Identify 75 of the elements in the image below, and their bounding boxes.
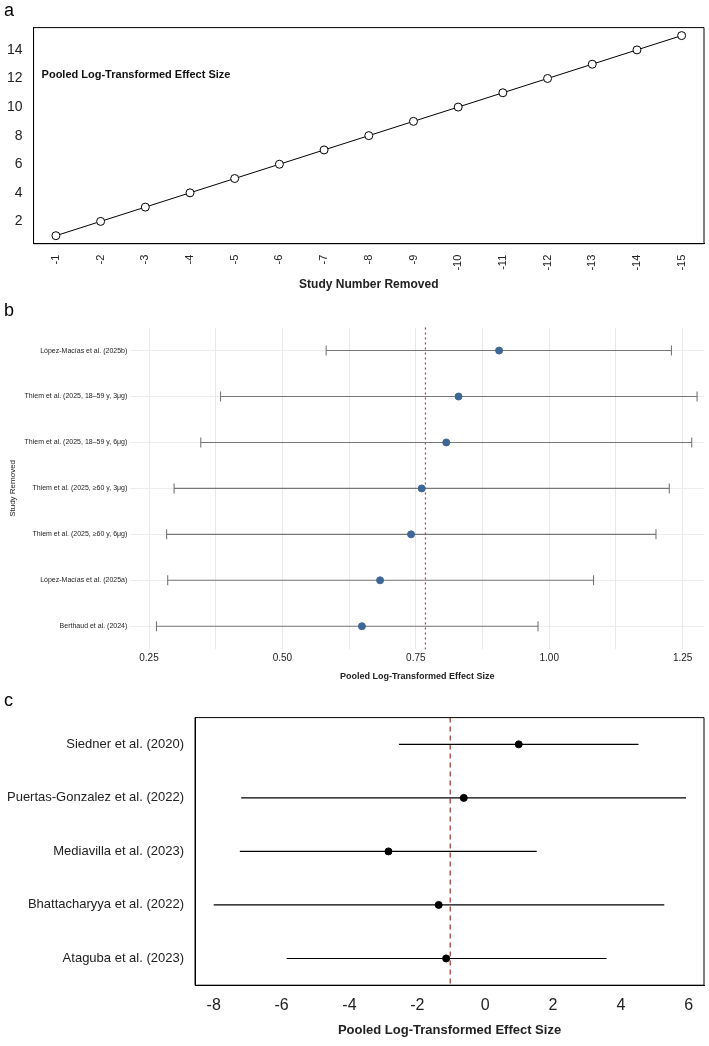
y-tick-label: 2 <box>14 212 23 229</box>
x-tick-label: 1.00 <box>539 651 560 663</box>
x-tick-label: 6 <box>684 996 694 1014</box>
x-tick-label: 4 <box>616 996 626 1014</box>
chart-title: a <box>4 0 15 20</box>
x-tick-label: -2 <box>93 254 106 265</box>
annotation: Pooled Log-Transformed Effect Size <box>41 68 231 81</box>
point <box>587 59 597 69</box>
x-axis-title: Pooled Log-Transformed Effect Size <box>339 671 495 682</box>
point <box>364 131 374 141</box>
point <box>677 31 687 41</box>
x-tick-label: -2 <box>410 996 425 1014</box>
y-tick-label: Siedner et al. (2020) <box>66 735 185 751</box>
x-tick-label: -3 <box>138 254 151 265</box>
point <box>51 231 61 241</box>
text: c <box>4 689 13 710</box>
x-tick-label: -7 <box>317 254 330 265</box>
point <box>417 484 426 493</box>
x-tick-label: -10 <box>451 254 464 271</box>
x-tick-label: 0.75 <box>406 651 426 663</box>
point <box>185 188 195 198</box>
point <box>442 438 451 447</box>
y-tick-label: 14 <box>6 40 23 57</box>
point <box>459 793 468 802</box>
x-tick-label: -5 <box>227 254 240 265</box>
y-tick-label: 4 <box>14 183 23 200</box>
point <box>407 530 416 539</box>
point <box>632 45 642 55</box>
y-tick-label: Mediavilla et al. (2023) <box>53 842 185 858</box>
y-tick-label: 10 <box>6 97 23 114</box>
x-tick-label: -4 <box>183 254 196 265</box>
point <box>514 740 523 749</box>
x-tick-label: 0.50 <box>272 651 293 663</box>
point <box>140 202 150 212</box>
x-tick-label: -1 <box>48 254 61 265</box>
point <box>274 159 284 169</box>
point <box>408 116 418 126</box>
x-tick-label: -14 <box>629 254 642 271</box>
point <box>319 145 329 155</box>
x-tick-label: -11 <box>495 254 508 270</box>
x-tick-label: 1.25 <box>672 651 693 663</box>
x-axis-title: Pooled Log-Transformed Effect Size <box>337 1021 562 1037</box>
point <box>543 73 553 83</box>
x-axis-title: Study Number Removed <box>299 277 439 292</box>
x-tick-label: 0 <box>480 996 490 1014</box>
x-tick-label: -12 <box>540 254 553 271</box>
point <box>454 392 463 401</box>
x-tick-label: -4 <box>342 996 357 1014</box>
point <box>230 174 240 184</box>
x-tick-label: -6 <box>272 254 285 265</box>
point <box>453 102 463 112</box>
chart-title: b <box>4 299 15 320</box>
point <box>498 88 508 98</box>
y-tick-label: 12 <box>6 69 23 86</box>
y-tick-label: Ataguba et al. (2023) <box>62 950 185 966</box>
y-tick-label: 6 <box>14 155 23 172</box>
y-tick-label: 8 <box>14 126 23 143</box>
point <box>442 954 451 963</box>
x-tick-label: -9 <box>406 254 419 265</box>
y-axis-title: Study Removed <box>8 459 17 517</box>
x-tick-label: 2 <box>548 996 558 1014</box>
point <box>357 622 366 631</box>
x-tick-label: -6 <box>274 996 289 1014</box>
x-tick-label: 0.25 <box>139 651 160 663</box>
y-tick-label: Bhattacharyya et al. (2022) <box>27 896 185 912</box>
point <box>376 576 385 585</box>
point <box>384 847 393 856</box>
point <box>434 900 443 909</box>
x-tick-label: -15 <box>674 254 687 271</box>
x-tick-label: -13 <box>585 254 598 271</box>
point <box>96 216 106 226</box>
x-tick-label: -8 <box>361 254 374 265</box>
point <box>495 346 504 355</box>
y-tick-label: Puertas-Gonzalez et al. (2022) <box>6 789 185 805</box>
x-tick-label: -8 <box>206 996 221 1014</box>
